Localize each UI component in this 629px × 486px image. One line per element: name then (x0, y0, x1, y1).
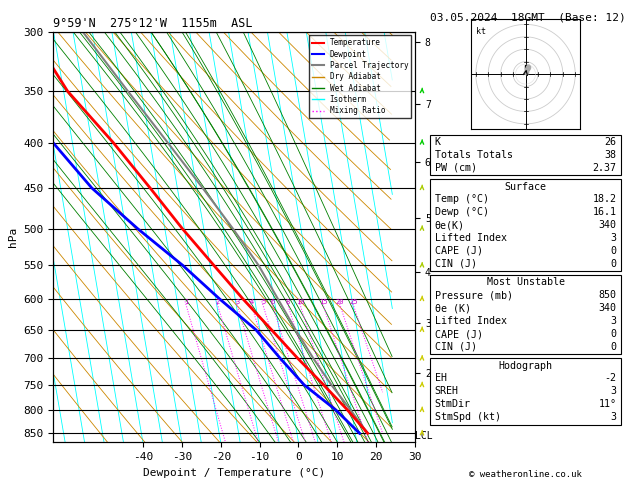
Text: 3: 3 (235, 299, 240, 306)
Text: -2: -2 (604, 373, 616, 383)
X-axis label: Dewpoint / Temperature (°C): Dewpoint / Temperature (°C) (143, 468, 325, 478)
Text: Temp (°C): Temp (°C) (435, 194, 489, 205)
Text: SREH: SREH (435, 386, 459, 397)
Text: CIN (J): CIN (J) (435, 342, 477, 352)
Text: θe (K): θe (K) (435, 303, 470, 313)
Text: Totals Totals: Totals Totals (435, 150, 513, 160)
Y-axis label: hPa: hPa (8, 227, 18, 247)
Text: 16.1: 16.1 (593, 207, 616, 217)
Text: 0: 0 (610, 329, 616, 339)
Text: CAPE (J): CAPE (J) (435, 246, 482, 256)
Text: © weatheronline.co.uk: © weatheronline.co.uk (469, 469, 582, 479)
Legend: Temperature, Dewpoint, Parcel Trajectory, Dry Adiabat, Wet Adiabat, Isotherm, Mi: Temperature, Dewpoint, Parcel Trajectory… (309, 35, 411, 118)
Text: 20: 20 (336, 299, 345, 306)
Text: Most Unstable: Most Unstable (486, 278, 565, 288)
Text: StmSpd (kt): StmSpd (kt) (435, 412, 501, 422)
Text: Surface: Surface (504, 181, 547, 191)
Text: 26: 26 (604, 137, 616, 147)
Text: 340: 340 (598, 303, 616, 313)
Text: 4: 4 (250, 299, 253, 306)
Text: CIN (J): CIN (J) (435, 259, 477, 269)
Text: 3: 3 (610, 233, 616, 243)
Y-axis label: km
ASL: km ASL (447, 226, 465, 248)
Text: EH: EH (435, 373, 447, 383)
Text: 18.2: 18.2 (593, 194, 616, 205)
Text: 38: 38 (604, 150, 616, 160)
Text: PW (cm): PW (cm) (435, 163, 477, 173)
Text: 0: 0 (610, 246, 616, 256)
Text: 9°59'N  275°12'W  1155m  ASL: 9°59'N 275°12'W 1155m ASL (53, 17, 253, 31)
Text: 340: 340 (598, 220, 616, 230)
Text: 0: 0 (610, 342, 616, 352)
Text: 11°: 11° (598, 399, 616, 409)
Text: 850: 850 (598, 290, 616, 300)
Text: 8: 8 (286, 299, 290, 306)
Text: θe(K): θe(K) (435, 220, 465, 230)
Text: CAPE (J): CAPE (J) (435, 329, 482, 339)
Text: 5: 5 (261, 299, 265, 306)
Text: 6: 6 (270, 299, 275, 306)
Text: 1: 1 (184, 299, 188, 306)
Text: 2.37: 2.37 (593, 163, 616, 173)
Text: Hodograph: Hodograph (499, 361, 552, 371)
Text: kt: kt (476, 27, 486, 36)
Text: Dewp (°C): Dewp (°C) (435, 207, 489, 217)
Text: 15: 15 (319, 299, 328, 306)
Text: 2: 2 (216, 299, 220, 306)
Text: 3: 3 (610, 386, 616, 397)
Text: Pressure (mb): Pressure (mb) (435, 290, 513, 300)
Text: 3: 3 (610, 316, 616, 326)
Text: StmDir: StmDir (435, 399, 470, 409)
Text: LCL: LCL (415, 431, 433, 440)
Text: 10: 10 (296, 299, 304, 306)
Text: K: K (435, 137, 441, 147)
Text: 03.05.2024  18GMT  (Base: 12): 03.05.2024 18GMT (Base: 12) (430, 12, 625, 22)
Text: Lifted Index: Lifted Index (435, 233, 506, 243)
Text: 25: 25 (349, 299, 358, 306)
Text: Lifted Index: Lifted Index (435, 316, 506, 326)
Text: 0: 0 (610, 259, 616, 269)
Text: 3: 3 (610, 412, 616, 422)
